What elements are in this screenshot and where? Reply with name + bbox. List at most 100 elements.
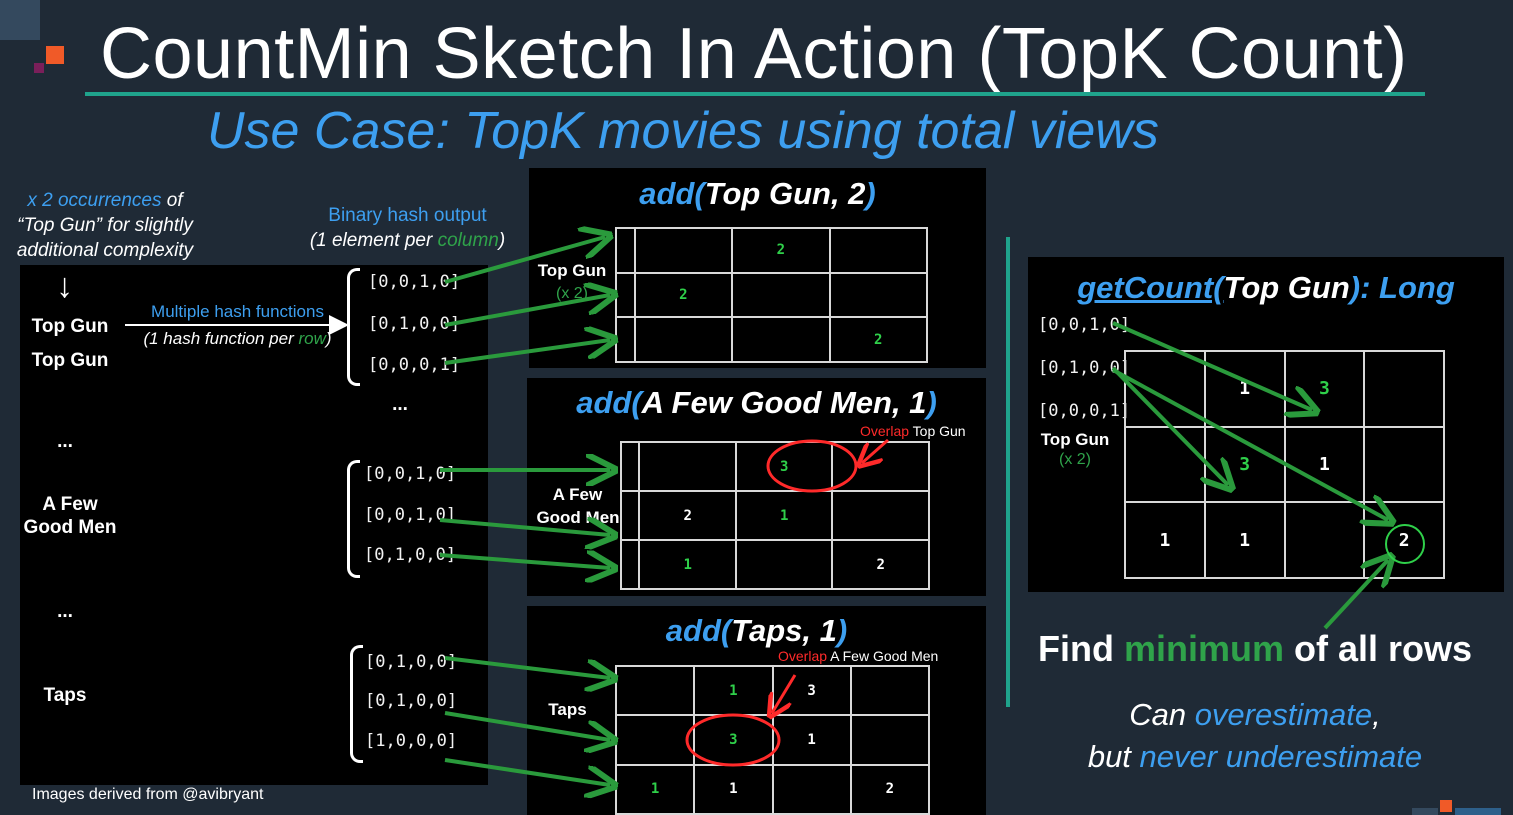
gc-cell-2-2: [1283, 501, 1366, 579]
getcount-close: ): [1349, 270, 1361, 305]
panel1-title: add(Top Gun, 2): [529, 176, 986, 212]
gc-cell-2-0: 1: [1124, 501, 1206, 579]
hash-topgun-row3: [0,0,0,1]: [368, 355, 461, 375]
panel1-close: ): [865, 176, 876, 211]
gc-cell-1-1: 3: [1203, 425, 1286, 504]
p1-cell-2-2: [731, 316, 831, 363]
getcount-func: getCount(: [1077, 270, 1224, 305]
brace-taps: [350, 645, 363, 763]
panel3-overlap-word: Overlap: [778, 648, 828, 664]
occurrences-note: x 2 occurrences of “Top Gun” for slightl…: [0, 188, 210, 263]
p3-cell-2-3: 2: [849, 763, 931, 815]
logo-square-bottom-teal: [1455, 808, 1501, 815]
binary-hash-title: Binary hash output: [328, 205, 487, 226]
hash-afgm-row3: [0,1,0,0]: [364, 545, 457, 565]
item-top-gun-2: Top Gun: [31, 350, 109, 371]
gc-cell-0-1: 1: [1203, 350, 1286, 428]
p3-cell-1-1: 3: [693, 714, 774, 766]
panel2-close: ): [926, 385, 937, 420]
p3-cell-0-0: [614, 664, 696, 717]
getcount-label-sub: (x 2): [1059, 451, 1091, 468]
multiple-hash-note: Multiple hash functions (1 hash function…: [130, 298, 345, 352]
p1-cell-0-3: [828, 227, 929, 274]
panel1-func: add(: [639, 176, 705, 211]
multi-hash-title: Multiple hash functions: [151, 302, 324, 321]
panel2-overlap-note: Overlap Top Gun: [860, 423, 966, 439]
p1-cell-2-3: 2: [828, 316, 929, 363]
panel3-close: ): [836, 613, 848, 648]
gc-cell-2-3: 2: [1363, 501, 1445, 579]
p1-cell-1-3: [828, 271, 929, 319]
panel1-label-sub: (x 2): [556, 285, 588, 302]
panel2-label-line2: Good Men: [536, 508, 620, 527]
overestimate-word: overestimate: [1194, 697, 1373, 732]
panel2-label-line1: A Few: [552, 485, 603, 504]
gc-cell-1-0: [1124, 425, 1206, 504]
p3-cell-2-2: [771, 763, 852, 815]
p3-cell-1-0: [614, 714, 696, 766]
binary-sub-column: column: [437, 230, 499, 251]
gc-cell-1-2: 1: [1283, 425, 1366, 504]
p2-cell-0-2: 3: [734, 441, 834, 492]
p2-cell-0-0: [619, 441, 641, 492]
panel2-overlap-word: Overlap: [860, 423, 910, 439]
panel3-overlap-note: Overlap A Few Good Men: [778, 648, 938, 664]
p2-cell-2-3: 2: [831, 539, 930, 590]
find-a: Find: [1037, 628, 1124, 669]
title-underline: [85, 92, 1425, 96]
p2-cell-0-3: [831, 441, 930, 492]
overestimate-note: Can overestimate, but never underestimat…: [1040, 694, 1470, 778]
logo-square-purple: [34, 63, 44, 73]
hash-taps-row1: [0,1,0,0]: [365, 652, 458, 672]
panel1-grid: 2 2 2: [615, 227, 929, 363]
gc-cell-0-0: [1124, 350, 1206, 428]
binary-sub-c: ): [498, 230, 506, 251]
getcount-title: getCount(Top Gun): Long: [1028, 270, 1504, 306]
panel3-args: Taps, 1: [731, 613, 837, 648]
p2-cell-0-1: [638, 441, 737, 492]
slide-title: CountMin Sketch In Action (TopK Count): [100, 14, 1408, 94]
hash-topgun-row2: [0,1,0,0]: [368, 314, 461, 334]
note-occurrences: x 2 occurrences: [27, 190, 162, 211]
panel3-label: Taps: [548, 700, 587, 719]
p3-cell-1-3: [849, 714, 931, 766]
panel2-args: A Few Good Men, 1: [641, 385, 927, 420]
note-of: of: [166, 190, 183, 211]
item-top-gun-1: Top Gun: [31, 316, 109, 337]
credit-text: Images derived from @avibryant: [32, 786, 264, 803]
panel3-func: add(: [665, 613, 732, 648]
item-afgm-line2: Good Men: [23, 517, 117, 538]
p3-cell-2-0: 1: [614, 763, 696, 815]
getcount-args: Top Gun: [1223, 270, 1350, 305]
p2-cell-1-1: 2: [638, 490, 737, 541]
multi-sub-a: (1 hash function per: [143, 329, 299, 348]
logo-square-bottom-orange: [1440, 800, 1452, 812]
can-c: ,: [1372, 697, 1381, 732]
binary-sub-a: (1 element per: [309, 230, 438, 251]
item-taps: Taps: [43, 685, 87, 706]
corner-block-topleft: [0, 0, 40, 40]
p1-cell-0-2: 2: [731, 227, 831, 274]
gc-cell-0-3: [1363, 350, 1445, 428]
hash-taps-row3: [1,0,0,0]: [365, 731, 458, 751]
p3-cell-0-3: [849, 664, 931, 717]
find-c: of all rows: [1283, 628, 1473, 669]
p2-cell-2-1: 1: [638, 539, 737, 590]
note-line2: “Top Gun” for slightly: [17, 215, 193, 236]
right-divider: [1006, 237, 1010, 707]
p2-cell-1-2: 1: [734, 490, 834, 541]
p1-cell-1-2: [731, 271, 831, 319]
multi-sub-row: row: [298, 329, 326, 348]
getcount-hash-row1: [0,0,1,0]: [1038, 315, 1131, 335]
find-minimum-text: Find minimum of all rows: [1020, 628, 1490, 670]
p2-cell-2-2: [734, 539, 834, 590]
panel3-overlap-target: A Few Good Men: [827, 648, 939, 664]
note-line3: additional complexity: [16, 240, 194, 261]
hash-topgun-row1: [0,0,1,0]: [368, 272, 461, 292]
find-minimum-word: minimum: [1123, 628, 1284, 669]
hash-afgm-row2: [0,0,1,0]: [364, 505, 457, 525]
p3-cell-0-1: 1: [693, 664, 774, 717]
panel2-overlap-target: Top Gun: [909, 423, 966, 439]
ellipsis-2: ...: [57, 601, 73, 622]
